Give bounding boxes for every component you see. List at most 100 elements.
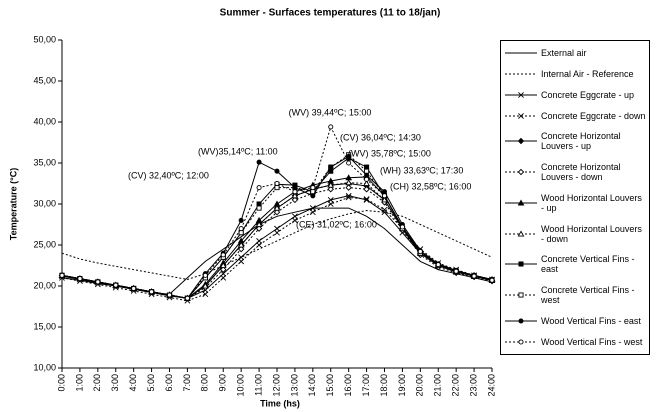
point-marker: [345, 179, 353, 186]
x-tick-label: 14:00: [307, 374, 317, 397]
point-marker: [220, 266, 227, 273]
x-tick-label: 22:00: [451, 374, 461, 397]
point-marker: [238, 258, 245, 265]
point-marker: [381, 206, 388, 213]
point-marker: [273, 204, 281, 211]
point-marker: [256, 242, 263, 248]
point-marker: [471, 273, 477, 279]
legend-entry: Concrete Horizontal Louvers - up: [501, 131, 649, 151]
point-marker: [328, 164, 334, 170]
x-tick-label: 7:00: [182, 374, 192, 392]
x-tick-label: 20:00: [415, 374, 425, 397]
legend-label: Concrete Vertical Fins - west: [541, 285, 635, 306]
point-marker: [417, 249, 423, 255]
point-marker: [363, 196, 370, 203]
point-marker: [363, 196, 370, 202]
point-marker: [363, 179, 370, 187]
x-tick-label: 17:00: [361, 374, 371, 397]
point-marker: [292, 185, 298, 191]
legend-label: External air: [541, 48, 587, 59]
point-marker: [364, 168, 370, 174]
point-marker: [237, 245, 245, 253]
legend-entry: Wood Horizontal Louvers - up: [501, 193, 649, 213]
x-axis-label: Time (hs): [260, 398, 300, 408]
legend-swatch: [505, 138, 537, 145]
point-marker: [256, 185, 262, 191]
point-marker: [346, 153, 352, 159]
x-tick-label: 21:00: [433, 374, 443, 397]
marker: [517, 138, 525, 145]
x-tick-label: 11:00: [253, 374, 263, 396]
point-marker: [327, 186, 334, 193]
point-marker: [310, 193, 316, 199]
x-tick-label: 13:00: [289, 374, 299, 397]
point-marker: [292, 189, 298, 195]
annotation: (WV) 35,78ºC; 15:00: [348, 148, 431, 158]
x-tick-label: 24:00: [486, 374, 496, 397]
legend-entry: External air: [501, 48, 649, 58]
point-marker: [166, 292, 173, 298]
legend-label: Concrete Eggcrate - up: [541, 89, 635, 100]
series-line: [61, 176, 493, 299]
point-marker: [291, 192, 299, 199]
point-marker: [237, 241, 245, 248]
point-marker: [310, 185, 316, 191]
x-tick-label: 16:00: [343, 374, 353, 397]
legend-entry: Wood Vertical Fins - west: [501, 337, 649, 347]
legend-label: Internal Air - Reference: [541, 69, 634, 80]
legend-swatch: [505, 261, 537, 267]
annotation: (CH) 32,58ºC; 16:00: [390, 181, 471, 191]
legend-entry: Concrete Eggcrate - down: [501, 111, 649, 121]
annotation: (WV)35,14ºC; 11:00: [198, 146, 278, 156]
series-line: [61, 154, 493, 299]
point-marker: [346, 160, 352, 166]
x-tick-label: 8:00: [200, 374, 210, 392]
series-line: [61, 210, 493, 280]
point-marker: [220, 252, 226, 258]
x-tick-label: 6:00: [164, 374, 174, 392]
x-tick-label: 15:00: [325, 374, 335, 397]
legend-entry: Wood Vertical Fins - east: [501, 316, 649, 326]
point-marker: [327, 201, 334, 207]
point-marker: [381, 209, 388, 216]
point-marker: [327, 181, 335, 188]
point-marker: [364, 176, 370, 182]
legend-swatch: [505, 73, 537, 75]
point-marker: [131, 285, 137, 291]
annotation: (CV) 36,04ºC; 14:30: [340, 132, 421, 142]
y-tick-label: 45,00: [33, 75, 56, 85]
point-marker: [238, 217, 244, 223]
legend: External air Internal Air - Reference Conc…: [500, 40, 650, 355]
legend-swatch: [505, 230, 537, 237]
legend-label: Concrete Vertical Fins - east: [541, 254, 635, 275]
point-marker: [255, 220, 263, 228]
legend-swatch: [505, 112, 537, 119]
marker: [518, 112, 524, 119]
point-marker: [364, 164, 370, 170]
point-marker: [184, 295, 190, 301]
legend-entry: Concrete Horizontal Louvers - down: [501, 162, 649, 182]
legend-entry: Concrete Vertical Fins - east: [501, 254, 649, 274]
x-tick-label: 0:00: [56, 374, 66, 392]
point-marker: [345, 194, 352, 201]
point-marker: [274, 185, 280, 191]
legend-label: Wood Horizontal Louvers - down: [541, 223, 642, 244]
point-marker: [256, 205, 262, 211]
point-marker: [328, 124, 334, 130]
legend-label: Wood Horizontal Louvers - up: [541, 192, 642, 213]
point-marker: [291, 196, 299, 204]
legend-swatch: [505, 168, 537, 176]
marker: [517, 168, 525, 176]
point-marker: [489, 277, 495, 283]
point-marker: [274, 168, 280, 174]
legend-entry: Wood Horizontal Louvers - down: [501, 224, 649, 244]
y-tick-label: 35,00: [33, 157, 56, 167]
y-tick-label: 15,00: [33, 321, 56, 331]
marker: [518, 318, 524, 324]
legend-label: Concrete Horizontal Louvers - down: [541, 162, 621, 183]
chart-title: Summer - Surfaces temperatures (11 to 18…: [220, 8, 441, 19]
point-marker: [95, 279, 101, 285]
point-marker: [274, 180, 280, 187]
marker: [518, 91, 524, 98]
